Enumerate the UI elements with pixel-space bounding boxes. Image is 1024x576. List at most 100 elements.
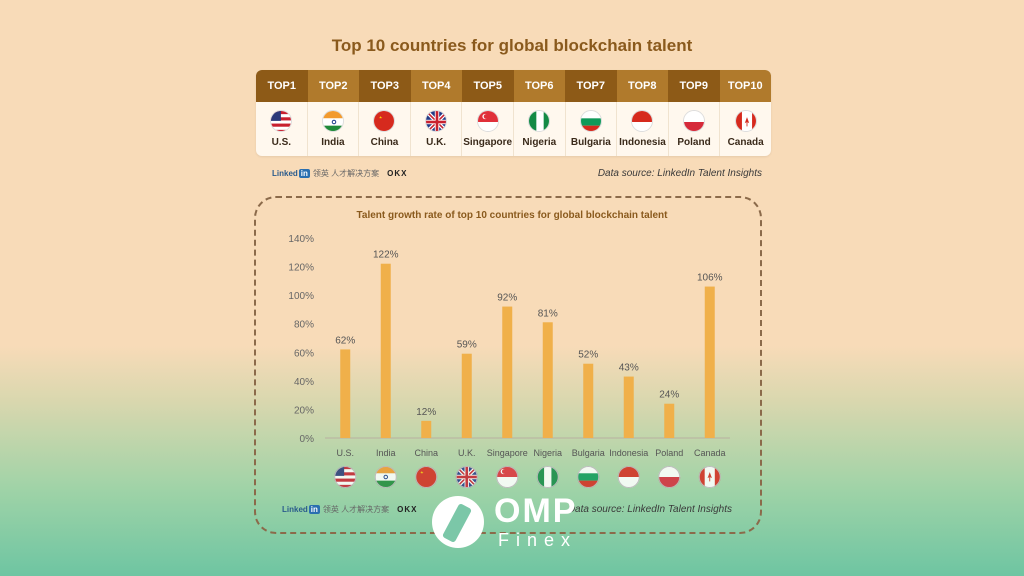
y-tick-label: 0% [300,434,315,445]
page-title: Top 10 countries for global blockchain t… [331,36,693,55]
data-label: 62% [335,335,355,346]
x-tick-label: China [414,448,438,458]
china-flag-icon [415,466,438,488]
chart-footer: Linked in 领英 人才解决方案 OKX Data source: Linked… [282,504,732,518]
linkedin-logo-text: Linked [282,505,308,514]
ranking-table: TOP1 TOP2 TOP3 TOP4 TOP5 TOP6 TOP7 TOP8 TOP9 TOP1… [256,70,771,156]
x-tick-label: Nigeria [533,448,562,458]
data-label: 81% [538,308,558,319]
top-footer: Linked in 领英 人才解决方案 OKX Data source: Linked… [272,168,762,182]
logo-name: OMP [494,492,578,530]
rank-header-2: TOP2 [307,70,359,102]
omp-logo-icon [432,496,484,548]
bulgaria-flag-icon [579,110,602,132]
bar [380,263,391,438]
bar [340,349,351,438]
x-tick-label: Bulgaria [572,448,605,458]
data-label: 43% [619,363,639,374]
rank-header-1: TOP1 [256,70,308,102]
linkedin-cn-label: 领英 人才解决方案 [322,505,390,514]
y-tick-label: 20% [294,405,314,416]
bar [704,286,715,438]
rank-cell-10: Canada [720,102,771,156]
data-label: 12% [416,407,436,418]
ranking-header-row: TOP1 TOP2 TOP3 TOP4 TOP5 TOP6 TOP7 TOP8 TOP9 TOP1… [256,70,771,102]
linkedin-logo-text: Linked [272,169,298,178]
bar [502,306,513,438]
rank-header-4: TOP4 [410,70,462,102]
okx-logo: OKX [387,169,408,178]
rank-country-name: China [370,137,399,148]
y-tick-label: 140% [288,234,314,245]
bar [664,403,675,438]
rank-country-name: Singapore [463,137,513,148]
rank-cell-9: Poland [669,102,721,156]
data-label: 52% [578,350,598,361]
poland-flag-icon [658,466,681,488]
bulgaria-flag-icon [577,466,600,488]
data-source: Data source: LinkedIn Talent Insights [597,168,762,179]
rank-header-6: TOP6 [513,70,565,102]
ranking-country-row: U.S. India China U.K. Singapore Nigeria Bulgar… [256,102,771,156]
brand-logos: Linked in 领英 人才解决方案 OKX [272,168,407,179]
uk-flag-icon [455,466,478,488]
rank-country-name: Bulgaria [570,137,611,148]
indonesia-flag-icon [631,110,654,132]
data-label: 24% [659,390,679,401]
rank-country-name: U.K. [426,137,447,148]
rank-cell-2: India [308,102,360,156]
nigeria-flag-icon [536,466,559,488]
rank-country-name: U.S. [271,137,292,148]
okx-logo: OKX [397,505,418,514]
us-flag-icon [270,110,293,132]
bar [421,420,432,438]
canada-flag-icon [734,110,757,132]
chart-brand-logos: Linked in 领英 人才解决方案 OKX [282,504,417,515]
us-flag-icon [334,466,357,488]
china-flag-icon [373,110,396,132]
rank-cell-5: Singapore [462,102,514,156]
rank-cell-1: U.S. [256,102,308,156]
rank-cell-3: China [359,102,411,156]
omp-finex-logo: OMP Finex [432,492,602,554]
rank-country-name: Canada [727,137,764,148]
y-tick-label: 60% [294,348,314,359]
rank-cell-7: Bulgaria [566,102,618,156]
x-tick-label: Indonesia [609,448,648,458]
bar [461,353,472,438]
x-tick-label: India [376,448,396,458]
india-flag-icon [321,110,344,132]
rank-header-5: TOP5 [462,70,514,102]
bar [542,322,553,438]
rank-country-name: Nigeria [522,137,557,148]
rank-country-name: India [321,137,345,148]
chart-frame [254,196,762,534]
y-tick-label: 80% [294,320,314,331]
y-tick-label: 40% [294,377,314,388]
linkedin-in-badge: in [308,505,320,514]
x-tick-label: U.K. [458,448,476,458]
data-label: 106% [697,273,723,284]
poland-flag-icon [683,110,706,132]
rank-cell-4: U.K. [411,102,463,156]
x-tick-label: U.S. [336,448,354,458]
rank-header-3: TOP3 [359,70,411,102]
chart-title: Talent growth rate of top 10 countries f… [356,210,668,221]
rank-header-8: TOP8 [616,70,668,102]
rank-header-7: TOP7 [565,70,617,102]
rank-header-9: TOP9 [668,70,720,102]
singapore-flag-icon [476,110,499,132]
logo-sub: Finex [498,530,578,550]
rank-header-10: TOP10 [719,70,771,102]
singapore-flag-icon [496,466,519,488]
india-flag-icon [374,466,397,488]
rank-country-name: Poland [677,137,711,148]
rank-cell-8: Indonesia [617,102,669,156]
data-label: 92% [497,293,517,304]
data-label: 59% [457,340,477,351]
canada-flag-icon [698,466,721,488]
y-tick-label: 120% [288,263,314,274]
y-tick-label: 100% [288,291,314,302]
nigeria-flag-icon [528,110,551,132]
